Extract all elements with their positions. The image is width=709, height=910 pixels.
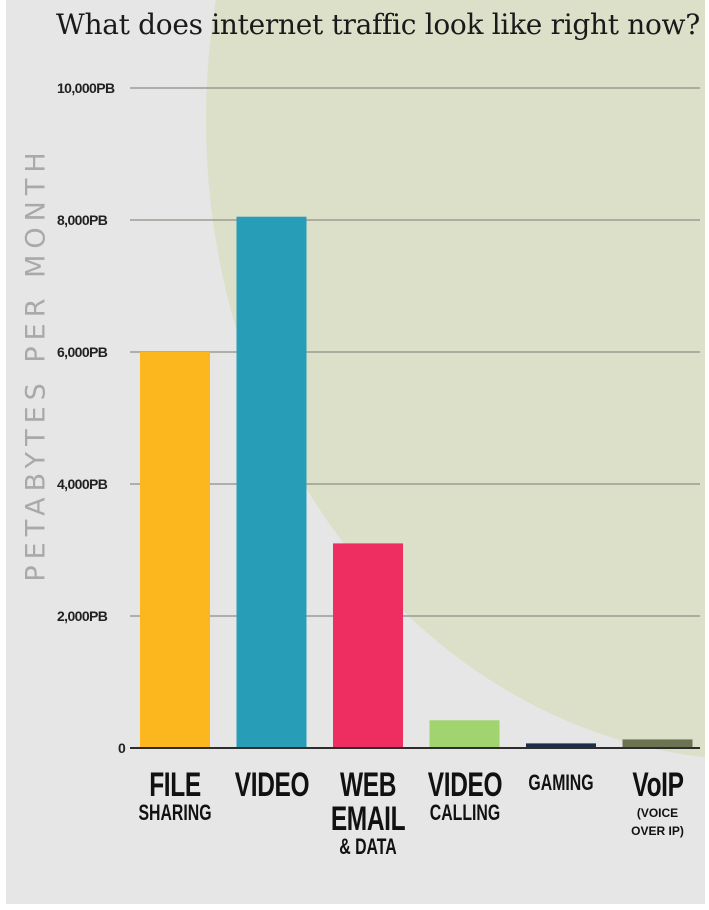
category-label-main: FILE [149, 766, 201, 804]
bar-video-calling [429, 720, 500, 748]
chart-title: What does internet traffic look like rig… [56, 8, 700, 41]
bar-video [236, 216, 307, 748]
category-label-small: OVER IP) [631, 824, 684, 839]
bar-gaming [526, 743, 596, 748]
category-label-main: VIDEO [427, 766, 502, 804]
category-label: VIDEO CALLING [405, 768, 525, 824]
category-label-small: (VOICE [636, 806, 679, 820]
category-label-sub: & DATA [339, 834, 397, 859]
y-tick-label: 0 [118, 740, 126, 756]
bar-web-email-data [333, 543, 403, 748]
chart-frame [6, 0, 705, 904]
category-label-main: VoIP [631, 766, 684, 804]
y-tick-label: 8,000PB [57, 212, 108, 228]
category-label: VIDEO [212, 768, 332, 802]
category-label: VoIP (VOICE OVER IP) [598, 768, 709, 839]
y-tick-labels: 0 2,000PB 4,000PB 6,000PB 8,000PB 10,000PB [57, 80, 127, 756]
bars [140, 216, 693, 748]
bar-file-sharing [140, 352, 210, 748]
category-label-sub: SHARING [138, 800, 212, 825]
category-label-main: VIDEO [234, 766, 309, 804]
category-label: GAMING [501, 772, 621, 794]
bar-voip-voice-over-ip [622, 739, 693, 748]
grid-lines [130, 87, 700, 617]
y-tick-label: 6,000PB [57, 344, 108, 360]
category-label: WEB EMAIL & DATA [308, 768, 428, 858]
category-label-sub: GAMING [528, 770, 594, 795]
category-label-main: WEB [339, 766, 397, 804]
y-tick-label: 2,000PB [57, 608, 108, 624]
category-label-sub: CALLING [429, 800, 500, 825]
category-label-main: EMAIL [330, 800, 406, 838]
category-label: FILE SHARING [115, 768, 235, 824]
y-tick-label: 4,000PB [57, 476, 108, 492]
y-tick-label: 10,000PB [57, 80, 115, 96]
